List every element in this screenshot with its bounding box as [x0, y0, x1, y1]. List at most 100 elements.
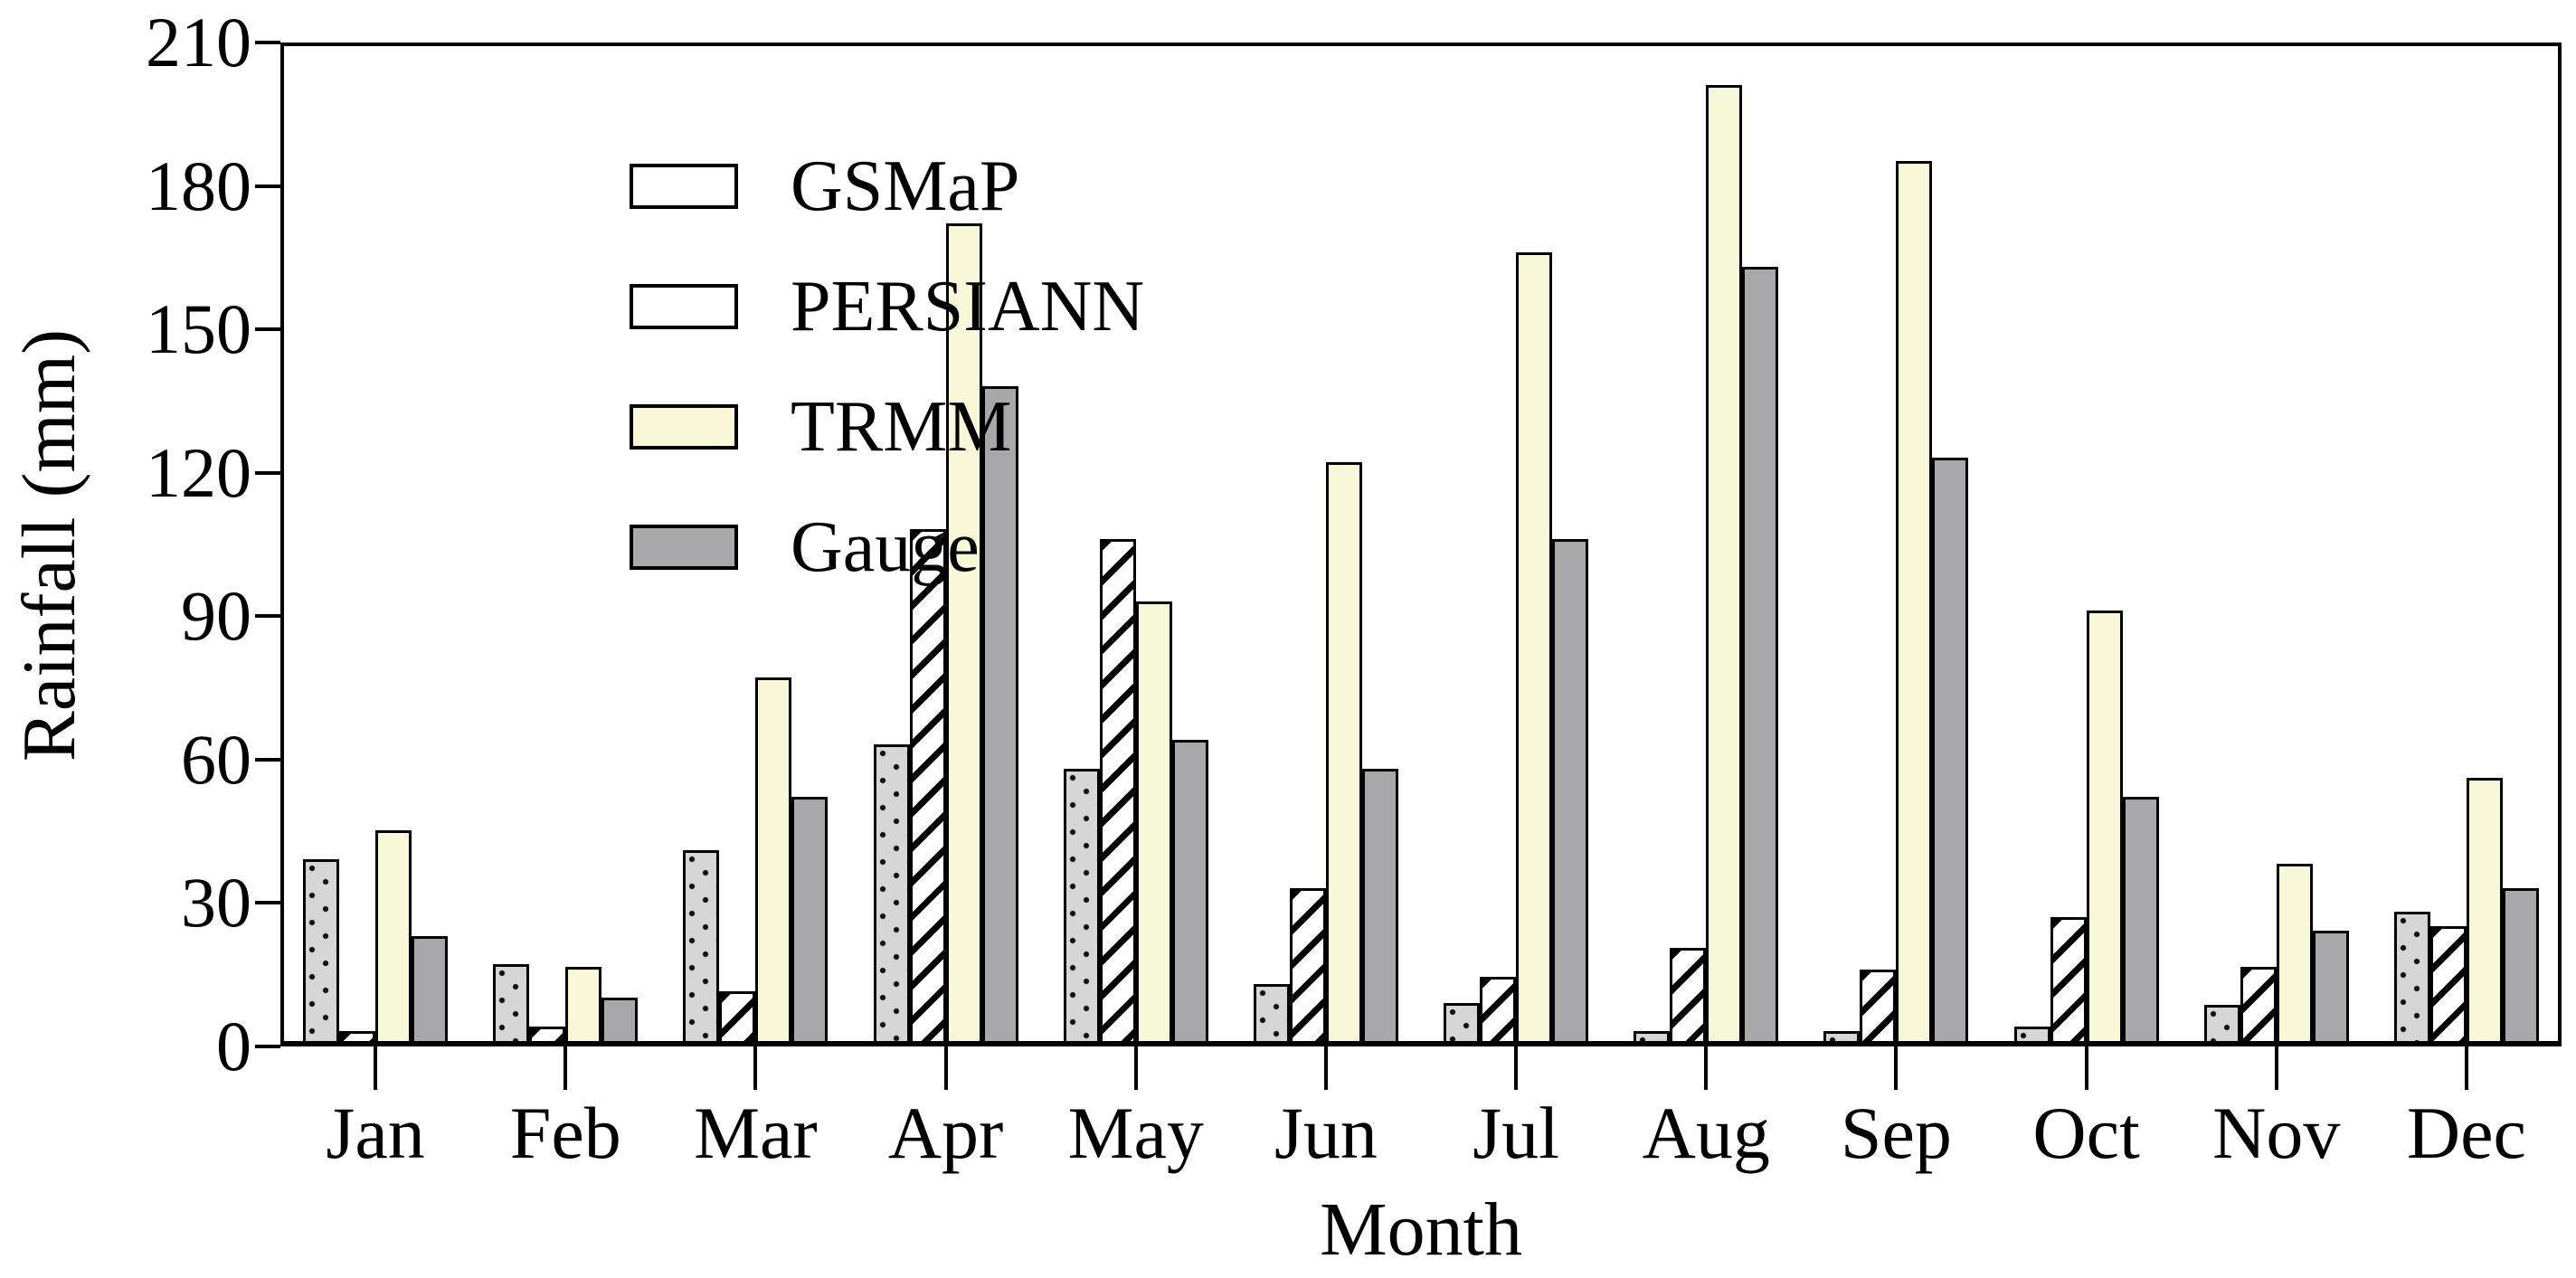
y-tick-mark [255, 470, 280, 475]
y-axis-title: Rainfall (mm) [7, 328, 91, 762]
bar-persiann-mar [719, 990, 756, 1041]
legend-label-persiann: PERSIANN [791, 267, 1145, 346]
y-tick-mark [255, 41, 280, 44]
x-tick-label: Aug [1642, 1092, 1770, 1174]
bar-trmm-jun [1325, 462, 1362, 1041]
bar-trmm-jan [375, 830, 412, 1041]
y-tick-label: 30 [181, 863, 251, 942]
x-tick-mark [2084, 1046, 2088, 1090]
y-tick-mark [255, 614, 280, 619]
bar-trmm-sep [1896, 161, 1933, 1041]
bar-trmm-nov [2276, 864, 2313, 1041]
bar-trmm-mar [755, 677, 792, 1041]
x-tick-mark [753, 1046, 758, 1090]
x-tick-label: Sep [1840, 1092, 1952, 1174]
legend-label-gsmap: GSMaP [791, 147, 1020, 226]
legend-label-gauge: Gauge [791, 507, 980, 587]
y-tick-label: 90 [181, 576, 251, 656]
bar-trmm-aug [1706, 84, 1743, 1041]
bar-persiann-jun [1289, 887, 1326, 1041]
y-tick-label: 180 [146, 146, 251, 225]
y-tick-mark [255, 901, 280, 905]
x-axis-title: Month [1319, 1188, 1523, 1272]
bar-gsmap-jul [1444, 1002, 1481, 1041]
legend: GSMaP PERSIANN TRMM Gauge [630, 147, 1144, 586]
x-tick-label: Mar [694, 1092, 818, 1174]
x-tick-mark [2274, 1046, 2278, 1090]
x-tick-mark [1323, 1046, 1328, 1090]
bar-trmm-jul [1516, 251, 1553, 1041]
bar-persiann-oct [2050, 916, 2087, 1041]
bar-gauge-jun [1361, 768, 1398, 1041]
bar-persiann-feb [529, 1027, 566, 1041]
x-tick-label: May [1067, 1092, 1204, 1174]
bar-trmm-oct [2086, 611, 2123, 1041]
bar-trmm-dec [2466, 778, 2503, 1041]
x-tick-mark [1514, 1046, 1519, 1090]
legend-swatch-gauge [630, 525, 738, 570]
x-tick-label: Jan [326, 1092, 425, 1174]
x-tick-mark [1133, 1046, 1138, 1090]
bar-gauge-nov [2312, 931, 2349, 1041]
bar-gauge-oct [2122, 797, 2159, 1041]
bar-persiann-dec [2429, 926, 2467, 1041]
bar-gsmap-feb [493, 964, 530, 1041]
bar-gsmap-jun [1253, 983, 1290, 1041]
y-tick-mark [255, 184, 280, 188]
x-tick-mark [1704, 1046, 1709, 1090]
plot-area: GSMaP PERSIANN TRMM Gauge [280, 43, 2562, 1046]
bar-persiann-apr [909, 529, 946, 1041]
bar-persiann-sep [1860, 969, 1897, 1041]
x-tick-label: Dec [2406, 1092, 2526, 1174]
legend-swatch-gsmap [630, 164, 738, 209]
x-tick-label: Feb [509, 1092, 621, 1174]
x-tick-label: Oct [2032, 1092, 2140, 1174]
bar-persiann-aug [1670, 947, 1707, 1041]
bar-persiann-jan [339, 1031, 376, 1041]
bar-gsmap-mar [683, 849, 720, 1041]
bar-gsmap-apr [873, 744, 910, 1041]
y-tick-label: 0 [216, 1007, 251, 1085]
x-tick-mark [374, 1046, 378, 1090]
x-tick-label: Apr [887, 1092, 1004, 1174]
x-tick-mark [1894, 1046, 1899, 1090]
bar-gsmap-oct [2013, 1027, 2050, 1041]
legend-swatch-trmm [630, 404, 738, 450]
bar-trmm-apr [945, 223, 982, 1041]
x-tick-mark [943, 1046, 948, 1090]
legend-swatch-persiann [630, 284, 738, 329]
bar-gauge-feb [601, 998, 639, 1041]
y-tick-mark [255, 327, 280, 332]
bar-gauge-dec [2502, 887, 2539, 1041]
bar-gauge-apr [981, 385, 1018, 1041]
bar-gsmap-sep [1823, 1031, 1861, 1041]
x-tick-mark [564, 1046, 568, 1090]
y-tick-label: 60 [181, 719, 251, 799]
bar-gsmap-dec [2393, 912, 2430, 1041]
bar-persiann-nov [2240, 967, 2277, 1041]
x-tick-mark [2464, 1046, 2468, 1090]
bar-gauge-may [1171, 740, 1208, 1041]
y-tick-label: 210 [146, 3, 251, 81]
bar-persiann-jul [1480, 976, 1517, 1041]
y-tick-mark [255, 1045, 280, 1048]
bar-gsmap-jan [303, 859, 340, 1041]
x-tick-label: Jul [1473, 1092, 1559, 1174]
legend-item: TRMM [630, 388, 1144, 466]
y-tick-label: 150 [146, 289, 251, 369]
legend-item: PERSIANN [630, 268, 1144, 346]
bar-gsmap-aug [1634, 1031, 1671, 1041]
bar-gauge-sep [1932, 458, 1969, 1041]
bar-gauge-aug [1742, 266, 1779, 1041]
legend-item: GSMaP [630, 147, 1144, 225]
bar-trmm-feb [565, 967, 602, 1041]
x-tick-label: Jun [1274, 1092, 1378, 1174]
bar-gauge-jul [1552, 539, 1589, 1041]
legend-item: Gauge [630, 508, 1144, 586]
bar-gauge-mar [791, 797, 829, 1041]
bar-persiann-may [1099, 539, 1136, 1041]
y-tick-label: 120 [146, 432, 251, 512]
bar-gauge-jan [412, 935, 449, 1041]
bar-gsmap-may [1063, 768, 1100, 1041]
